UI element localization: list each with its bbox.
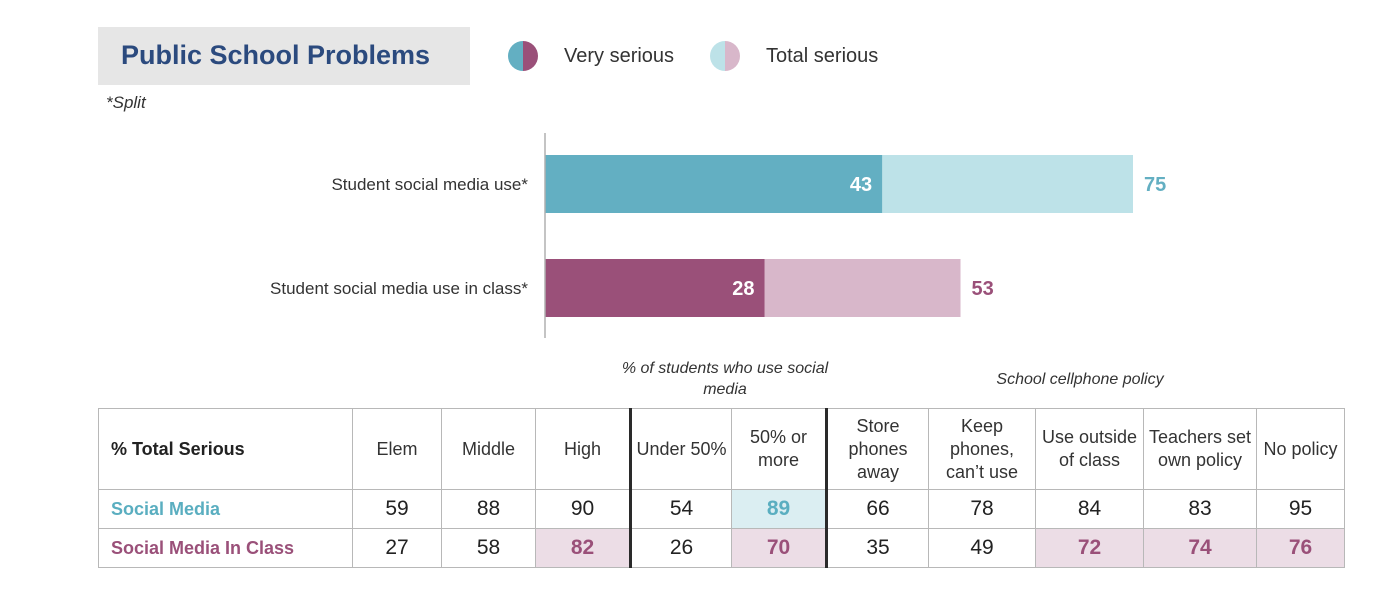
table-cell: 27 [352,528,442,568]
bars-group: Student social media use* 43 75 Student soc… [270,155,1166,317]
table-cell: 83 [1143,489,1257,529]
table-cell: 70 [731,528,827,568]
legend-swatch-icon [710,41,740,71]
table-header-row: % Total Serious Elem Middle High Under 5… [98,408,1345,490]
legend-item-total-serious: Total serious [710,41,878,71]
data-label-total-serious: 53 [972,278,994,300]
table-cell: 59 [352,489,442,529]
category-label: Student social media use* [331,175,528,194]
column-header: 50% or more [731,408,827,490]
data-table: % Total Serious Elem Middle High Under 5… [98,408,1345,568]
legend-label: Total serious [766,44,879,67]
split-note: *Split [106,93,146,112]
table-row: Social Media In Class 27 58 82 26 70 35 49 72 74 7… [98,528,1345,568]
legend-swatch-left [508,41,523,71]
table-cell: 35 [825,528,929,568]
page-title: Public School Problems [121,40,431,70]
table-corner-header: % Total Serious [98,408,353,490]
category-label: Student social media use in class* [270,279,528,298]
column-header: High [535,408,631,490]
column-header: Store phones away [825,408,929,490]
group-caption-students: % of students who use social media [621,360,829,398]
column-header: Middle [441,408,536,490]
data-label-total-serious: 75 [1144,174,1166,196]
table-cell: 54 [629,489,732,529]
table-cell: 74 [1143,528,1257,568]
legend-label: Very serious [564,44,675,67]
bar-chart: Student social media use* 43 75 Student soc… [270,133,1166,338]
column-header: Use outside of class [1035,408,1144,490]
legend-swatch-right [725,41,740,71]
bar-very-serious [545,259,765,317]
table-cell: 90 [535,489,631,529]
table-cell: 78 [928,489,1036,529]
legend-swatch-right [523,41,538,71]
column-header: Teachers set own policy [1143,408,1257,490]
table-cell: 82 [535,528,631,568]
column-header: No policy [1256,408,1345,490]
legend-swatch-left [710,41,725,71]
column-header: Keep phones, can’t use [928,408,1036,490]
title-box: Public School Problems [98,27,470,85]
column-header: Under 50% [629,408,732,490]
legend-swatch-icon [508,41,538,71]
table-cell: 88 [441,489,536,529]
row-label: Social Media In Class [98,528,353,568]
table-cell: 76 [1256,528,1345,568]
column-header: Elem [352,408,442,490]
data-label-very-serious: 43 [850,174,872,196]
bar-very-serious [545,155,883,213]
table-cell: 58 [441,528,536,568]
row-label: Social Media [98,489,353,529]
table-cell: 26 [629,528,732,568]
table-cell: 49 [928,528,1036,568]
table-cell: 66 [825,489,929,529]
data-label-very-serious: 28 [732,278,754,300]
table-cell: 84 [1035,489,1144,529]
table-cell: 72 [1035,528,1144,568]
table-cell: 89 [731,489,827,529]
legend-item-very-serious: Very serious [508,41,674,71]
group-caption-policy: School cellphone policy [996,371,1164,388]
table-cell: 95 [1256,489,1345,529]
table-row: Social Media 59 88 90 54 89 66 78 84 83 95 [98,489,1345,529]
